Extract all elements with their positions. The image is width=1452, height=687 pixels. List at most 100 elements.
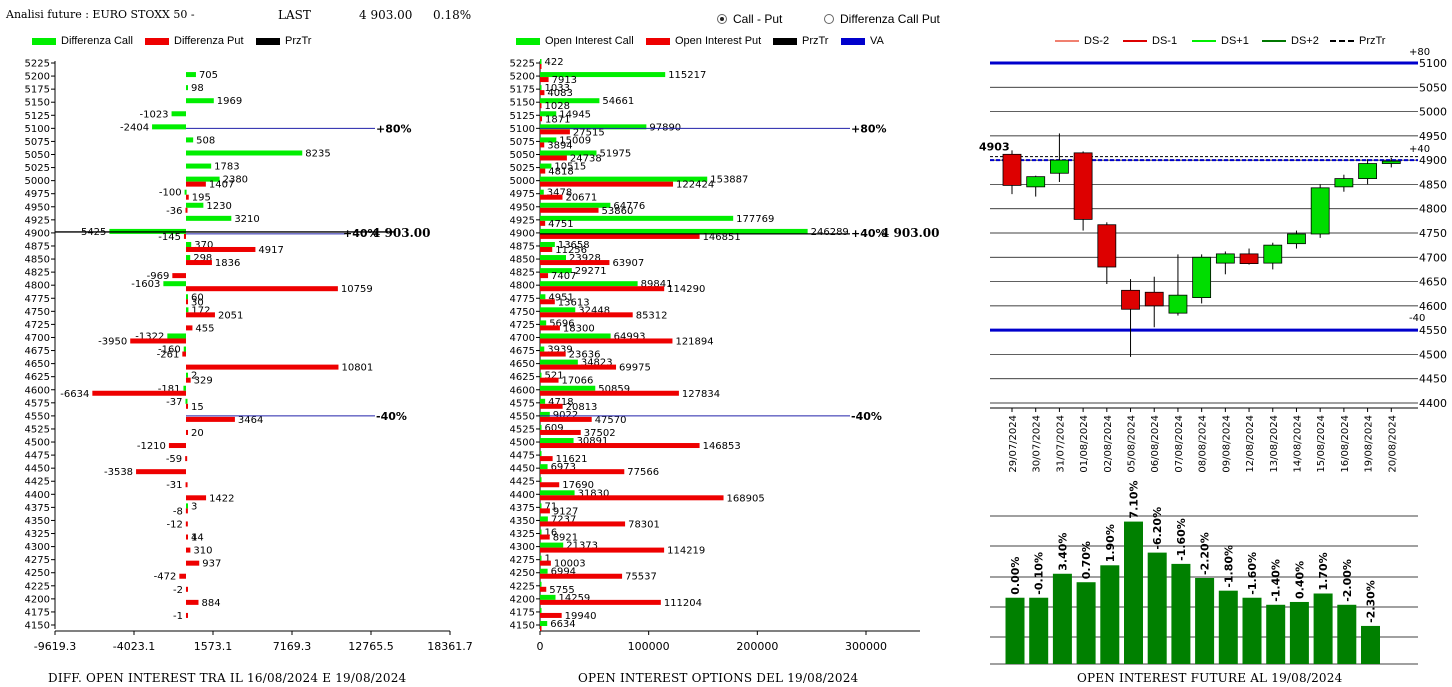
diff-x-tick-label: 18361.7 bbox=[427, 640, 473, 653]
diff-put-bar-label: -261 bbox=[157, 350, 180, 361]
oi-call-bar bbox=[540, 555, 542, 561]
oi-call-bar bbox=[540, 215, 734, 221]
future-bar-label: 0.70% bbox=[1080, 541, 1093, 579]
diff-strike-label: 4350 bbox=[25, 516, 50, 527]
legend-swatch bbox=[841, 37, 865, 45]
diff-put-bar-label: 1407 bbox=[209, 180, 234, 191]
oi-put-bar bbox=[540, 429, 581, 435]
oi-strike-label: 5175 bbox=[510, 85, 535, 96]
oi-call-bar bbox=[540, 150, 597, 156]
diff-put-bar bbox=[185, 508, 188, 514]
oi-strike-label: 5050 bbox=[510, 150, 535, 161]
future-bar bbox=[1266, 604, 1286, 664]
legend-diff-call: Differenza Call bbox=[32, 35, 133, 47]
candle-down bbox=[1121, 289, 1140, 310]
oi-strike-label: 4775 bbox=[510, 294, 535, 305]
oi-call-bar-label: 64993 bbox=[614, 331, 646, 342]
diff-put-bar-label: -12 bbox=[166, 519, 182, 530]
candle-down bbox=[1073, 152, 1093, 220]
oi-put-bar-label: 20671 bbox=[565, 193, 597, 204]
diff-call-bar bbox=[186, 294, 188, 300]
legend-oi-put: Open Interest Put bbox=[646, 35, 761, 47]
diff-call-bar bbox=[186, 255, 191, 261]
oi-put-bar-label: 75537 bbox=[625, 572, 657, 583]
legend-ds+1: DS+1 bbox=[1192, 35, 1249, 47]
diff-strike-label: 4375 bbox=[25, 503, 50, 514]
oi-call-bar bbox=[540, 202, 611, 208]
oi-call-bar bbox=[540, 542, 564, 548]
oi-put-bar bbox=[540, 312, 633, 318]
oi-strike-label: 4350 bbox=[510, 516, 535, 527]
legend-line bbox=[1330, 40, 1354, 43]
diff-strike-label: 5200 bbox=[25, 72, 50, 83]
legend-oi-call: Open Interest Call bbox=[516, 35, 634, 47]
diff-x-tick-label: 7169.3 bbox=[273, 640, 312, 653]
candle-band-label: -40 bbox=[1409, 313, 1425, 324]
diff-put-bar bbox=[186, 416, 235, 422]
diff-put-bar bbox=[182, 351, 186, 357]
candle-up bbox=[1310, 187, 1330, 235]
candle-band-label: +80 bbox=[1409, 47, 1430, 58]
oi-put-bar-label: 17690 bbox=[562, 480, 594, 491]
future-bar-label: -1.80% bbox=[1222, 545, 1235, 588]
oi-strike-label: 5125 bbox=[510, 111, 535, 122]
diff-put-bar bbox=[186, 312, 215, 318]
candle-y-label: 5050 bbox=[1419, 81, 1447, 94]
diff-put-bar-label: 884 bbox=[201, 598, 220, 609]
oi-call-bar bbox=[540, 85, 542, 91]
oi-call-bar-label: 521 bbox=[545, 371, 564, 382]
diff-put-bar-label: 44 bbox=[191, 533, 204, 544]
oi-put-bar-label: 4083 bbox=[547, 88, 572, 99]
oi-call-bar-label: 177769 bbox=[736, 214, 774, 225]
oi-call-bar bbox=[540, 255, 567, 261]
oi-call-bar bbox=[540, 451, 542, 457]
oi-call-bar bbox=[540, 398, 546, 404]
oi-put-bar-label: 168905 bbox=[727, 493, 765, 504]
diff-strike-label: 4600 bbox=[25, 385, 50, 396]
candle-y-label: 5000 bbox=[1419, 106, 1447, 119]
diff-put-bar-label: 1 bbox=[191, 533, 197, 544]
oi-strike-label: 4925 bbox=[510, 215, 535, 226]
oi-put-bar-label: 78301 bbox=[628, 519, 660, 530]
oi-call-bar bbox=[540, 111, 557, 117]
oi-put-bar bbox=[540, 64, 542, 69]
oi-put-bar bbox=[540, 573, 623, 579]
candle-up bbox=[1287, 233, 1306, 245]
diff-put-bar-label: -3950 bbox=[98, 336, 127, 347]
diff-strike-label: 5225 bbox=[25, 59, 50, 70]
future-bar bbox=[1005, 597, 1025, 664]
future-bar-label: -2.00% bbox=[1341, 559, 1354, 602]
legend-oi-prztr: PrzTr bbox=[773, 35, 828, 47]
candle-date-label: 14/08/2024 bbox=[1292, 415, 1303, 473]
oi-call-bar bbox=[540, 59, 542, 64]
diff-put-bar bbox=[186, 325, 193, 331]
oi-call-bar bbox=[540, 346, 545, 352]
candle-down bbox=[1097, 224, 1117, 268]
oi-put-bar bbox=[540, 103, 542, 109]
oi-call-bar-label: 16 bbox=[545, 528, 558, 539]
oi-call-bar-label: 15009 bbox=[559, 135, 591, 146]
candle-up bbox=[1050, 159, 1069, 174]
oi-call-bar-label: 6994 bbox=[551, 567, 576, 578]
diff-call-bar-label: 2380 bbox=[223, 175, 248, 186]
diff-strike-label: 4650 bbox=[25, 359, 50, 370]
radio-call-put[interactable]: Call - Put bbox=[717, 12, 782, 26]
diff-put-bar bbox=[186, 299, 188, 305]
oi-call-bar-label: 71 bbox=[545, 501, 558, 512]
diff-put-bar-label: 2051 bbox=[218, 310, 243, 321]
radio-diff-call-put[interactable]: Differenza Call Put bbox=[824, 12, 940, 26]
last-label: LAST bbox=[278, 8, 311, 22]
oi-strike-label: 4250 bbox=[510, 568, 535, 579]
oi-call-bar bbox=[540, 607, 542, 613]
diff-put-bar bbox=[186, 364, 339, 370]
oi-put-bar-label: 47570 bbox=[595, 415, 627, 426]
diff-call-bar-label: 1969 bbox=[217, 96, 242, 107]
oi-call-bar bbox=[540, 503, 542, 509]
candle-y-label: 4950 bbox=[1419, 130, 1447, 143]
oi-put-bar-label: 146853 bbox=[703, 441, 741, 452]
oi-call-bar-label: 246289 bbox=[811, 227, 849, 238]
future-bar-label: -6.20% bbox=[1151, 507, 1164, 550]
diff-strike-label: 4300 bbox=[25, 542, 50, 553]
diff-put-bar-label: -969 bbox=[147, 271, 170, 282]
diff-x-tick-label: -4023.1 bbox=[113, 640, 155, 653]
